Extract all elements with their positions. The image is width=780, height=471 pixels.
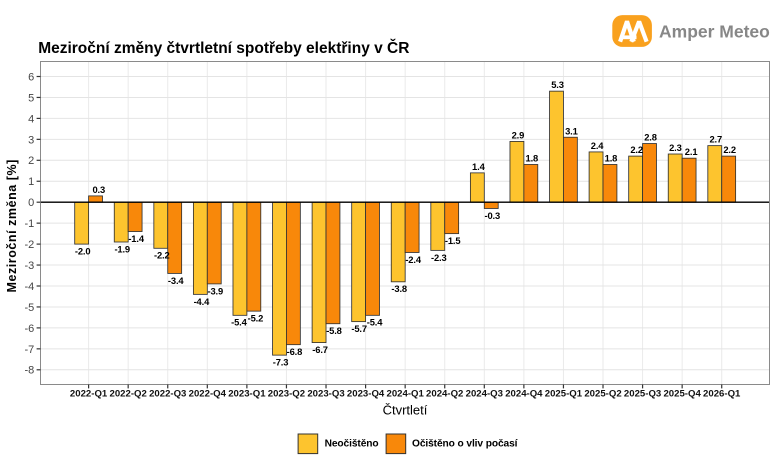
svg-text:-2.3: -2.3 (431, 252, 447, 263)
svg-text:2.2: 2.2 (630, 144, 643, 155)
svg-text:1: 1 (28, 176, 34, 188)
svg-text:2.1: 2.1 (685, 146, 698, 157)
svg-text:1.8: 1.8 (526, 152, 539, 163)
svg-text:2025-Q4: 2025-Q4 (663, 389, 701, 400)
svg-text:-3: -3 (25, 260, 35, 272)
svg-text:-5.4: -5.4 (367, 317, 383, 328)
svg-text:0: 0 (28, 197, 34, 209)
svg-text:-7.3: -7.3 (273, 357, 289, 368)
svg-text:-2.4: -2.4 (405, 254, 421, 265)
svg-text:4: 4 (28, 113, 34, 125)
svg-text:-3.9: -3.9 (207, 285, 223, 296)
svg-text:-2: -2 (25, 239, 35, 251)
svg-text:Meziroční změna [%]: Meziroční změna [%] (5, 159, 19, 292)
svg-text:-7: -7 (25, 344, 35, 356)
svg-text:2025-Q3: 2025-Q3 (624, 389, 661, 400)
svg-text:2022-Q3: 2022-Q3 (149, 389, 186, 400)
svg-text:2024-Q2: 2024-Q2 (426, 389, 463, 400)
svg-text:2025-Q2: 2025-Q2 (584, 389, 621, 400)
svg-text:-1.4: -1.4 (128, 233, 144, 244)
svg-text:2024-Q4: 2024-Q4 (505, 389, 543, 400)
svg-text:2023-Q2: 2023-Q2 (268, 389, 305, 400)
svg-text:2.2: 2.2 (723, 144, 736, 155)
svg-text:1.8: 1.8 (605, 152, 618, 163)
svg-text:2.7: 2.7 (709, 134, 722, 145)
svg-text:-3.8: -3.8 (391, 283, 407, 294)
svg-text:2.4: 2.4 (591, 140, 605, 151)
svg-text:-0.3: -0.3 (484, 210, 500, 221)
svg-text:2.9: 2.9 (512, 129, 525, 140)
svg-text:Amper Meteo: Amper Meteo (659, 22, 770, 42)
svg-text:1.4: 1.4 (472, 161, 486, 172)
svg-text:-1: -1 (25, 218, 35, 230)
svg-text:2.8: 2.8 (644, 132, 657, 143)
svg-text:2023-Q4: 2023-Q4 (347, 389, 385, 400)
svg-text:-5.8: -5.8 (326, 325, 342, 336)
svg-text:-6: -6 (25, 323, 35, 335)
svg-text:2: 2 (28, 155, 34, 167)
svg-text:2022-Q2: 2022-Q2 (109, 389, 146, 400)
svg-text:-5.2: -5.2 (248, 313, 264, 324)
svg-text:2025-Q1: 2025-Q1 (545, 389, 583, 400)
svg-text:2026-Q1: 2026-Q1 (703, 389, 741, 400)
svg-text:2022-Q4: 2022-Q4 (189, 389, 227, 400)
svg-text:Meziroční změny čtvrtletní spo: Meziroční změny čtvrtletní spotřeby elek… (38, 39, 409, 57)
svg-text:2024-Q3: 2024-Q3 (466, 389, 503, 400)
svg-text:Neočištěno: Neočištěno (325, 439, 379, 450)
svg-text:Očištěno o vliv počasí: Očištěno o vliv počasí (412, 439, 519, 450)
svg-text:6: 6 (28, 71, 34, 83)
svg-text:0.3: 0.3 (92, 184, 105, 195)
svg-text:-5.4: -5.4 (231, 317, 247, 328)
svg-text:2023-Q3: 2023-Q3 (307, 389, 344, 400)
svg-text:-5.7: -5.7 (351, 323, 367, 334)
svg-text:-8: -8 (25, 365, 35, 377)
svg-text:-3.4: -3.4 (168, 275, 184, 286)
svg-text:-4: -4 (25, 281, 35, 293)
svg-text:-2.0: -2.0 (75, 246, 91, 257)
svg-text:2022-Q1: 2022-Q1 (70, 389, 108, 400)
svg-text:-4.4: -4.4 (194, 296, 210, 307)
svg-text:3: 3 (28, 134, 34, 146)
svg-text:-1.5: -1.5 (445, 235, 461, 246)
svg-text:2023-Q1: 2023-Q1 (228, 389, 266, 400)
svg-text:3.1: 3.1 (565, 125, 578, 136)
svg-text:Čtvrtletí: Čtvrtletí (383, 403, 428, 418)
svg-text:-6.8: -6.8 (287, 346, 303, 357)
svg-text:-1.9: -1.9 (114, 243, 130, 254)
svg-text:-5: -5 (25, 302, 35, 314)
svg-text:-6.7: -6.7 (312, 344, 328, 355)
svg-text:-2.2: -2.2 (154, 250, 170, 261)
svg-text:2024-Q1: 2024-Q1 (386, 389, 424, 400)
svg-text:5.3: 5.3 (551, 79, 564, 90)
svg-text:5: 5 (28, 92, 34, 104)
svg-text:2.3: 2.3 (669, 142, 682, 153)
